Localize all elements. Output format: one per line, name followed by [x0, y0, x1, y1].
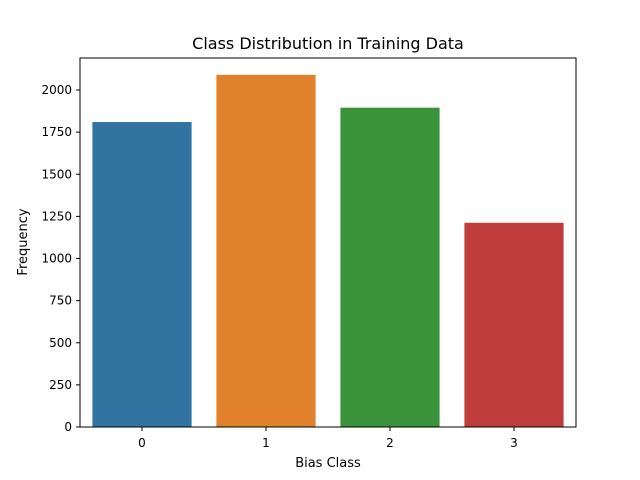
x-tick-label: 2	[386, 436, 394, 450]
y-tick-label: 2000	[41, 83, 72, 97]
x-tick-label: 0	[138, 436, 146, 450]
y-axis-ticks: 0 250 500 750 1000 1250 1500 1750 2000	[41, 83, 80, 434]
chart-title: Class Distribution in Training Data	[192, 34, 464, 53]
x-axis-ticks: 0 1 2 3	[138, 427, 518, 450]
y-tick-label: 1000	[41, 252, 72, 266]
plot-frame	[79, 57, 577, 428]
y-tick-label: 750	[49, 294, 72, 308]
bars-group	[92, 74, 564, 428]
y-tick-label: 500	[49, 336, 72, 350]
bar-class-0	[92, 122, 192, 427]
x-axis-label: Bias Class	[295, 456, 361, 471]
bar-class-3	[464, 222, 564, 427]
y-tick-label: 0	[64, 420, 72, 434]
x-tick-label: 1	[262, 436, 270, 450]
y-tick-label: 1250	[41, 209, 72, 223]
y-axis-label: Frequency	[16, 208, 31, 275]
y-tick-label: 1500	[41, 167, 72, 181]
x-tick-label: 3	[510, 436, 518, 450]
y-tick-label: 250	[49, 378, 72, 392]
bar-class-2	[340, 107, 440, 428]
bar-class-1	[216, 74, 316, 428]
y-tick-label: 1750	[41, 125, 72, 139]
